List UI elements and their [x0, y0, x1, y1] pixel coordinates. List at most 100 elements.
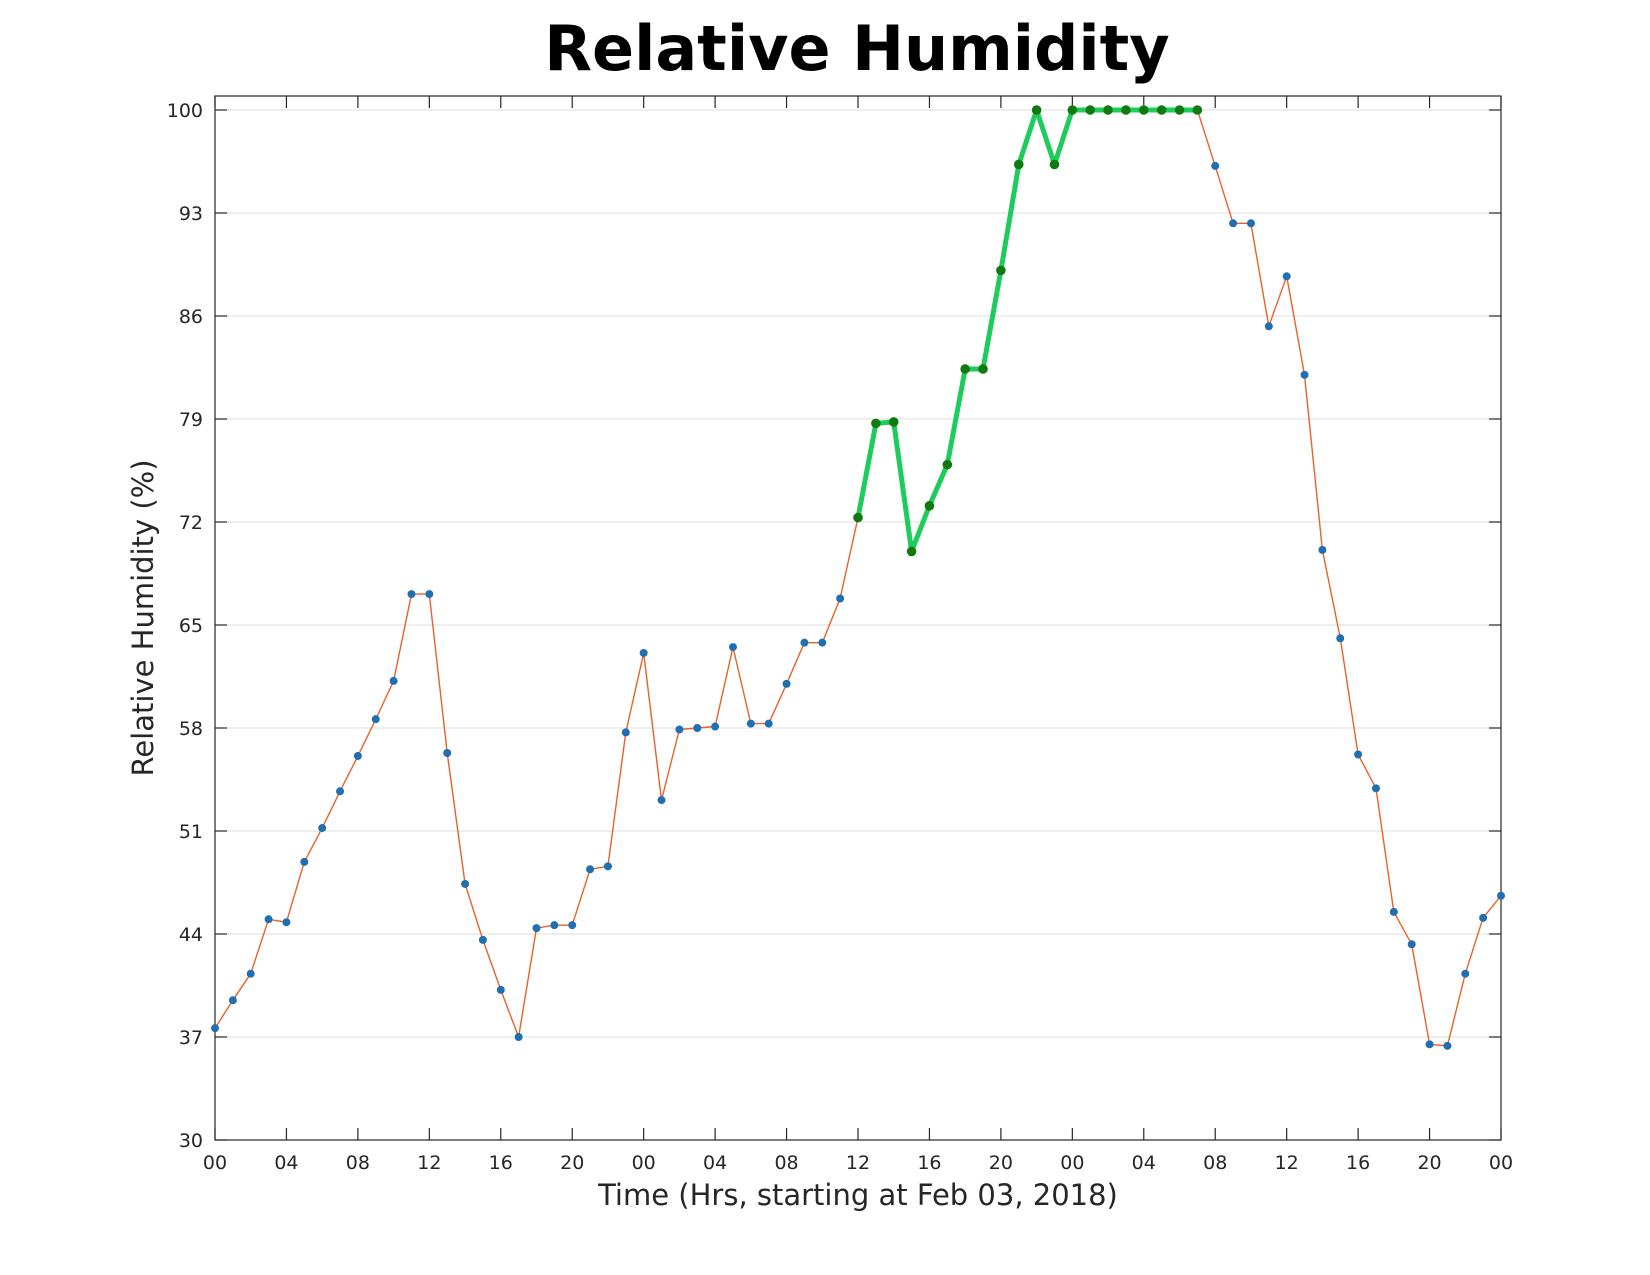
series-1-point	[228, 996, 237, 1005]
series-2-point	[1121, 105, 1131, 115]
series-1-point	[568, 921, 577, 930]
series-1-point	[764, 719, 773, 728]
x-tick-label: 20	[560, 1152, 584, 1174]
series-1-point	[818, 638, 827, 647]
series-2-point	[996, 265, 1006, 276]
series-1-point	[1246, 219, 1255, 228]
series-1-point	[639, 648, 648, 657]
series-2-point	[960, 364, 970, 374]
y-axis-label: Relative Humidity (%)	[126, 459, 160, 776]
y-tick-label: 58	[179, 718, 203, 740]
x-tick-label: 04	[703, 1152, 727, 1174]
series-1-point	[514, 1033, 523, 1041]
series-1-point	[550, 921, 559, 930]
series-1-point	[836, 594, 845, 603]
series-1-point	[586, 865, 595, 874]
series-2-point	[1085, 105, 1095, 115]
x-tick-label: 16	[917, 1152, 941, 1174]
series-1-point	[1479, 913, 1488, 922]
x-tick-label: 08	[346, 1152, 370, 1174]
y-tick-label: 79	[179, 409, 203, 431]
series-1-point	[478, 935, 487, 944]
series-2-point	[888, 417, 899, 427]
series-2-point	[942, 459, 953, 470]
series-2-point	[853, 512, 863, 523]
series-line-1	[214, 109, 1502, 1047]
y-tick-label: 30	[179, 1130, 203, 1152]
series-1-point	[1282, 272, 1291, 281]
series-1-point	[1300, 370, 1309, 379]
series-1-point	[1211, 161, 1220, 170]
series-1-point	[496, 985, 505, 994]
axis-ticks	[214, 96, 1502, 1141]
y-tick-label: 37	[179, 1027, 203, 1049]
series-1-point	[782, 679, 791, 688]
x-tick-label: 12	[846, 1152, 870, 1174]
series-1-point	[532, 924, 541, 933]
series-2-point	[1174, 105, 1185, 115]
series-1-point	[1354, 750, 1363, 759]
chart-title: Relative Humidity	[544, 12, 1169, 85]
y-tick-label: 72	[179, 512, 203, 534]
series-1-point	[1443, 1041, 1452, 1050]
x-tick-label: 12	[417, 1152, 441, 1174]
x-tick-label: 16	[1346, 1152, 1370, 1174]
data-series	[211, 105, 1505, 1050]
series-2-point	[978, 364, 988, 374]
series-1-point	[1461, 969, 1470, 978]
series-1-point	[1371, 784, 1380, 793]
series-2-point	[871, 418, 881, 429]
series-1-point	[693, 724, 702, 732]
series-1-point	[1497, 891, 1505, 900]
series-1-point	[282, 918, 291, 927]
series-2-point	[1013, 159, 1024, 170]
x-tick-label: 08	[774, 1152, 798, 1174]
x-tick-label: 00	[1060, 1152, 1084, 1174]
series-1-point	[389, 676, 398, 685]
x-tick-label: 20	[1417, 1152, 1441, 1174]
series-1-point	[1425, 1040, 1434, 1049]
series-2-point	[1156, 105, 1167, 115]
series-2-point	[1049, 159, 1060, 170]
series-1-point	[657, 796, 666, 805]
series-1-point	[621, 728, 630, 737]
series-2-point	[924, 501, 935, 511]
series-1-point	[246, 969, 255, 978]
series-1-point	[603, 862, 612, 871]
series-1-point	[1389, 907, 1398, 916]
series-1-point	[1407, 940, 1416, 949]
series-1-point	[353, 751, 362, 760]
series-1-point	[675, 725, 684, 734]
series-1-point	[371, 715, 380, 724]
series-1-point	[711, 722, 720, 731]
series-1-point	[300, 857, 309, 866]
series-1-point	[336, 787, 345, 796]
y-tick-labels: 30 37 44 51 58 65 72 79 86 93 100	[167, 100, 203, 1152]
series-1-point	[728, 643, 737, 652]
grid-lines	[215, 109, 1501, 1038]
y-tick-label: 44	[179, 924, 203, 946]
x-tick-label: 00	[632, 1152, 656, 1174]
x-tick-label: 16	[489, 1152, 513, 1174]
series-1-point	[1264, 322, 1273, 331]
x-tick-label: 20	[989, 1152, 1013, 1174]
series-line-2	[855, 107, 1200, 554]
series-1-point	[318, 824, 327, 833]
y-tick-label: 51	[179, 821, 203, 843]
series-1-point	[264, 915, 273, 924]
series-1-point	[1336, 634, 1345, 643]
x-tick-label: 08	[1203, 1152, 1227, 1174]
x-tick-label: 00	[203, 1152, 227, 1174]
series-1-point	[461, 879, 470, 888]
series-1-point	[407, 590, 416, 599]
series-1-point	[425, 590, 434, 599]
x-tick-label: 00	[1489, 1152, 1513, 1174]
x-tick-label: 12	[1275, 1152, 1299, 1174]
series-2-point	[1192, 105, 1203, 115]
y-tick-label: 93	[179, 203, 203, 225]
series-1-point	[1229, 219, 1238, 228]
series-1-point	[443, 749, 452, 758]
y-tick-label: 100	[167, 100, 203, 122]
y-tick-label: 86	[179, 306, 203, 328]
